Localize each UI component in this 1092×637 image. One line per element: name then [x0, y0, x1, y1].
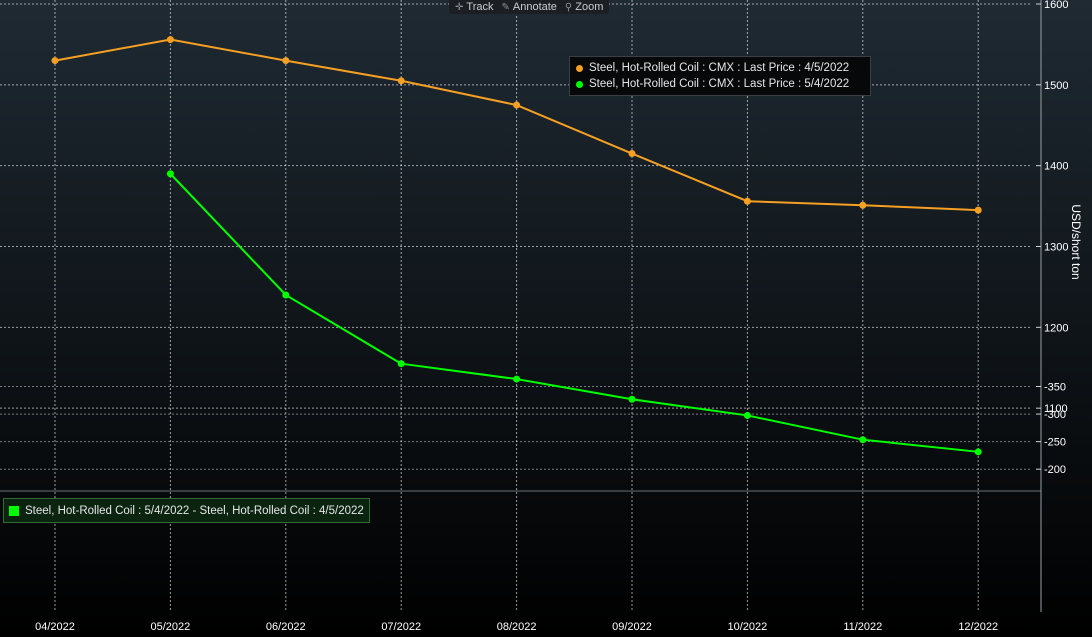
price-lines [51, 36, 982, 456]
legend-item-apr: Steel, Hot-Rolled Coil : CMX : Last Pric… [576, 60, 864, 76]
track-label: Track [466, 1, 494, 13]
data-point [513, 375, 521, 383]
data-point [513, 101, 521, 109]
chart-toolbar: ✛ Track ✎ Annotate ⚲ Zoom [449, 0, 610, 14]
zoom-button[interactable]: ⚲ Zoom [565, 1, 603, 13]
lower-y-tick-label: -250 [1044, 437, 1066, 449]
y-tick-label: 1600 [1044, 0, 1068, 11]
difference-legend: Steel, Hot-Rolled Coil : 5/4/2022 - Stee… [3, 498, 370, 523]
annotate-label: Annotate [512, 1, 557, 13]
x-tick-label: 11/2022 [843, 621, 882, 633]
lower-y-tick-label: -350 [1044, 382, 1066, 394]
data-point [974, 206, 982, 214]
legend-item-may: Steel, Hot-Rolled Coil : CMX : Last Pric… [576, 76, 864, 92]
legend-label-may: Steel, Hot-Rolled Coil : CMX : Last Pric… [589, 78, 850, 90]
x-tick-label: 12/2022 [958, 621, 998, 633]
y-axis-title: USD/short ton [1069, 204, 1083, 279]
annotate-button[interactable]: ✎ Annotate [501, 1, 556, 13]
y-tick-label: 1100 [1044, 403, 1068, 415]
data-point [166, 36, 174, 44]
x-tick-label: 04/2022 [35, 621, 75, 633]
x-tick-label: 05/2022 [151, 621, 191, 633]
y-tick-label: 1300 [1044, 242, 1068, 254]
data-point [628, 395, 636, 403]
axes: 1100 1200 1300 1400 1500 1600 -200 -250 -300 -350… [35, 0, 1083, 633]
pencil-icon: ✎ [501, 1, 510, 13]
price-line-may [169, 173, 979, 453]
x-tick-label: 07/2022 [381, 621, 421, 633]
lower-y-tick-label: -200 [1044, 464, 1066, 476]
difference-legend-label: Steel, Hot-Rolled Coil : 5/4/2022 - Stee… [25, 504, 364, 517]
data-point [51, 57, 59, 65]
track-button[interactable]: ✛ Track [455, 1, 493, 13]
data-point [397, 360, 405, 368]
x-tick-label: 10/2022 [728, 621, 768, 633]
legend-label-apr: Steel, Hot-Rolled Coil : CMX : Last Pric… [589, 62, 850, 74]
x-tick-label: 09/2022 [612, 621, 652, 633]
x-tick-label: 08/2022 [497, 621, 537, 633]
difference-swatch-icon [9, 505, 19, 516]
data-point [628, 150, 636, 158]
y-tick-label: 1400 [1044, 161, 1068, 173]
zoom-label: Zoom [575, 1, 604, 13]
data-point [282, 57, 290, 65]
lower-y-tick-label: -300 [1044, 409, 1066, 421]
crosshair-icon: ✛ [455, 1, 464, 13]
data-point [974, 448, 982, 456]
data-point [859, 201, 867, 209]
data-point [743, 411, 751, 419]
magnifier-icon: ⚲ [564, 1, 573, 13]
price-legend: Steel, Hot-Rolled Coil : CMX : Last Pric… [569, 56, 871, 96]
data-point [166, 170, 174, 178]
legend-dot-apr-icon [576, 64, 583, 72]
legend-dot-may-icon [576, 80, 583, 88]
x-tick-label: 06/2022 [266, 621, 306, 633]
data-point [743, 197, 751, 205]
data-point [282, 291, 290, 299]
grid-lines [0, 0, 1041, 612]
data-point [397, 77, 405, 85]
y-tick-label: 1500 [1044, 80, 1068, 92]
y-tick-label: 1200 [1044, 322, 1068, 334]
data-point [859, 436, 867, 444]
